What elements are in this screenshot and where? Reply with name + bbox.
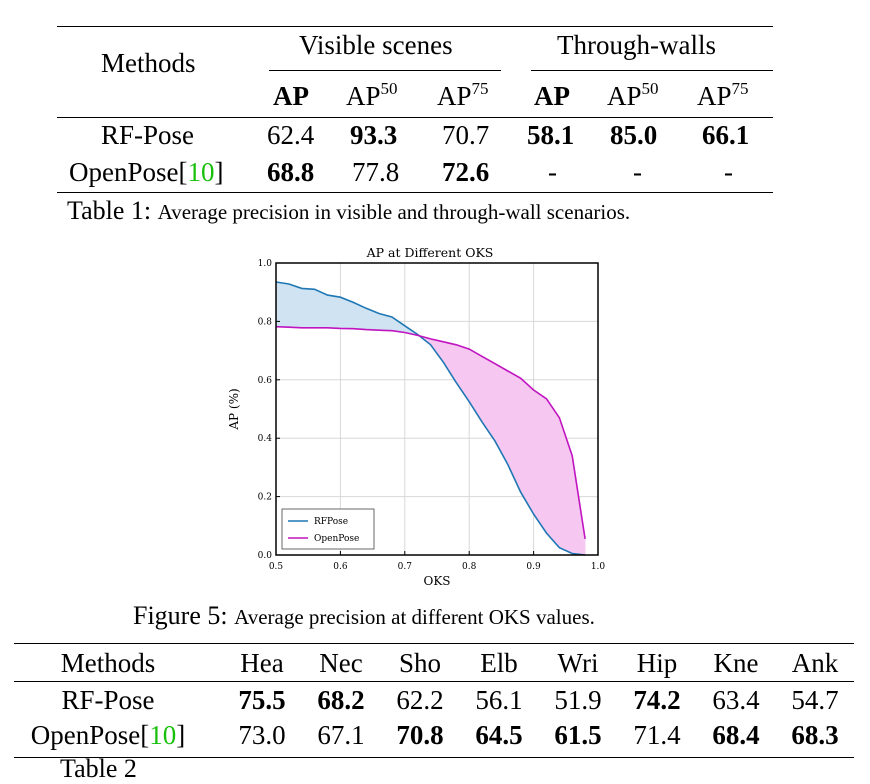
table-cell: - [633, 157, 642, 187]
y-tick-label: 0.2 [258, 493, 272, 503]
row-method: RF-Pose [61, 685, 155, 715]
figure-5-caption: Figure 5: Average precision at different… [133, 601, 595, 630]
column-header: Hip [636, 648, 678, 678]
column-header: Wri [557, 648, 599, 678]
table-cell: 51.9 [554, 685, 602, 715]
x-tick-label: 0.9 [526, 562, 541, 572]
table-cell: 68.3 [791, 720, 839, 750]
x-tick-label: 1.0 [591, 562, 606, 572]
column-header: Nec [319, 648, 363, 678]
group-rule-visible [269, 70, 501, 71]
y-tick-label: 0.6 [258, 376, 273, 386]
table-1-caption: Table 1: Average precision in visible an… [67, 196, 631, 225]
column-header: Sho [398, 648, 442, 678]
table-cell: 70.7 [442, 120, 490, 150]
y-tick-label: 0.8 [258, 317, 273, 327]
subheader-ap: AP [273, 81, 309, 111]
row-method: OpenPose[10] [69, 157, 224, 187]
series-line-openpose [275, 325, 586, 540]
table-1: Methods Visible scenes Through-walls AP … [57, 26, 773, 194]
table-cell: 56.1 [475, 685, 523, 715]
table-cell: 85.0 [610, 120, 658, 150]
y-axis-label: AP (%) [227, 388, 241, 430]
citation-link[interactable]: 10 [187, 157, 215, 187]
subheader-ap50: AP50 [607, 79, 659, 111]
table-cell: 64.5 [475, 720, 523, 750]
table2-bottom-rule [14, 757, 854, 758]
x-axis-label: OKS [423, 574, 450, 588]
chart-frame [275, 262, 599, 556]
methods-header: Methods [101, 48, 196, 78]
legend-label: OpenPose [314, 534, 359, 544]
table-cell: 74.2 [633, 685, 681, 715]
fill-between-segment [481, 355, 496, 443]
row-method: RF-Pose [101, 120, 195, 150]
x-tick-label: 0.5 [269, 562, 284, 572]
ap-oks-chart: AP at Different OKS 0.5 0.6 0.7 0.8 0.9 1.0 0.… [227, 245, 606, 588]
table-cell: 63.4 [712, 685, 760, 715]
subheader-ap: AP [534, 81, 570, 111]
fill-between-segment [507, 370, 522, 493]
fill-between-segment [327, 294, 341, 329]
fill-between-segment [494, 363, 509, 465]
y-tick-label: 0.4 [258, 434, 273, 444]
fill-between-segment [520, 377, 534, 516]
row-method: OpenPose[10] [30, 720, 186, 750]
fill-between-segment [443, 341, 457, 384]
legend-label: RFPose [314, 517, 348, 527]
series-line-rfpose [275, 281, 586, 556]
legend-box [281, 508, 375, 550]
table-cell: 77.8 [352, 157, 400, 187]
table-cell: 70.8 [396, 720, 444, 750]
table-mid-rule [57, 117, 773, 118]
table-2-caption: Table 2 [60, 754, 137, 783]
x-tick-label: 0.8 [462, 562, 477, 572]
column-header: Ank [791, 648, 839, 678]
fill-between-segment [275, 281, 290, 328]
column-header: Hea [240, 648, 284, 678]
table-cell: - [724, 157, 733, 187]
table-cell: 72.6 [442, 157, 490, 187]
table-cell: 68.2 [317, 685, 365, 715]
table-bottom-rule [57, 192, 773, 193]
subheader-ap50: AP50 [346, 79, 398, 111]
group-header-through: Through-walls [557, 30, 716, 60]
column-header: Kne [713, 648, 759, 678]
table-cell: 54.7 [791, 685, 839, 715]
table-cell: 71.4 [633, 720, 681, 750]
table-cell: 62.2 [396, 685, 444, 715]
x-tick-label: 0.7 [398, 562, 413, 572]
table-cell: 73.0 [238, 720, 286, 750]
table-cell: 68.4 [712, 720, 760, 750]
table-cell: 67.1 [317, 720, 365, 750]
fill-between-segment [533, 389, 547, 535]
table-top-rule [57, 26, 773, 27]
citation-link[interactable]: 10 [149, 720, 177, 750]
table-cell: 62.4 [267, 120, 315, 150]
table-cell: 66.1 [702, 120, 750, 150]
fill-between-segment [301, 288, 315, 329]
table-cell: - [548, 157, 557, 187]
table2-top-rule [14, 643, 854, 644]
table-cell: 93.3 [350, 120, 398, 150]
fill-between-segment [352, 301, 367, 330]
table2-mid-rule [14, 681, 854, 682]
table-cell: 68.8 [267, 157, 315, 187]
chart-legend: RFPose OpenPose [281, 508, 375, 550]
y-tick-label: 1.0 [258, 259, 273, 269]
fill-between-segment [288, 283, 303, 329]
x-tick-label: 0.6 [333, 562, 348, 572]
methods-header: Methods [60, 648, 156, 678]
group-header-visible: Visible scenes [299, 30, 453, 60]
table-cell: 75.5 [238, 685, 286, 715]
table-cell: 61.5 [554, 720, 602, 750]
group-rule-through [531, 70, 773, 71]
fill-between-segment [546, 397, 560, 549]
subheader-ap75: AP75 [697, 79, 749, 111]
chart-title: AP at Different OKS [366, 245, 494, 260]
y-tick-label: 0.0 [258, 551, 273, 561]
column-header: Elb [480, 648, 518, 678]
table-cell: 58.1 [527, 120, 575, 150]
subheader-ap75: AP75 [437, 79, 489, 111]
